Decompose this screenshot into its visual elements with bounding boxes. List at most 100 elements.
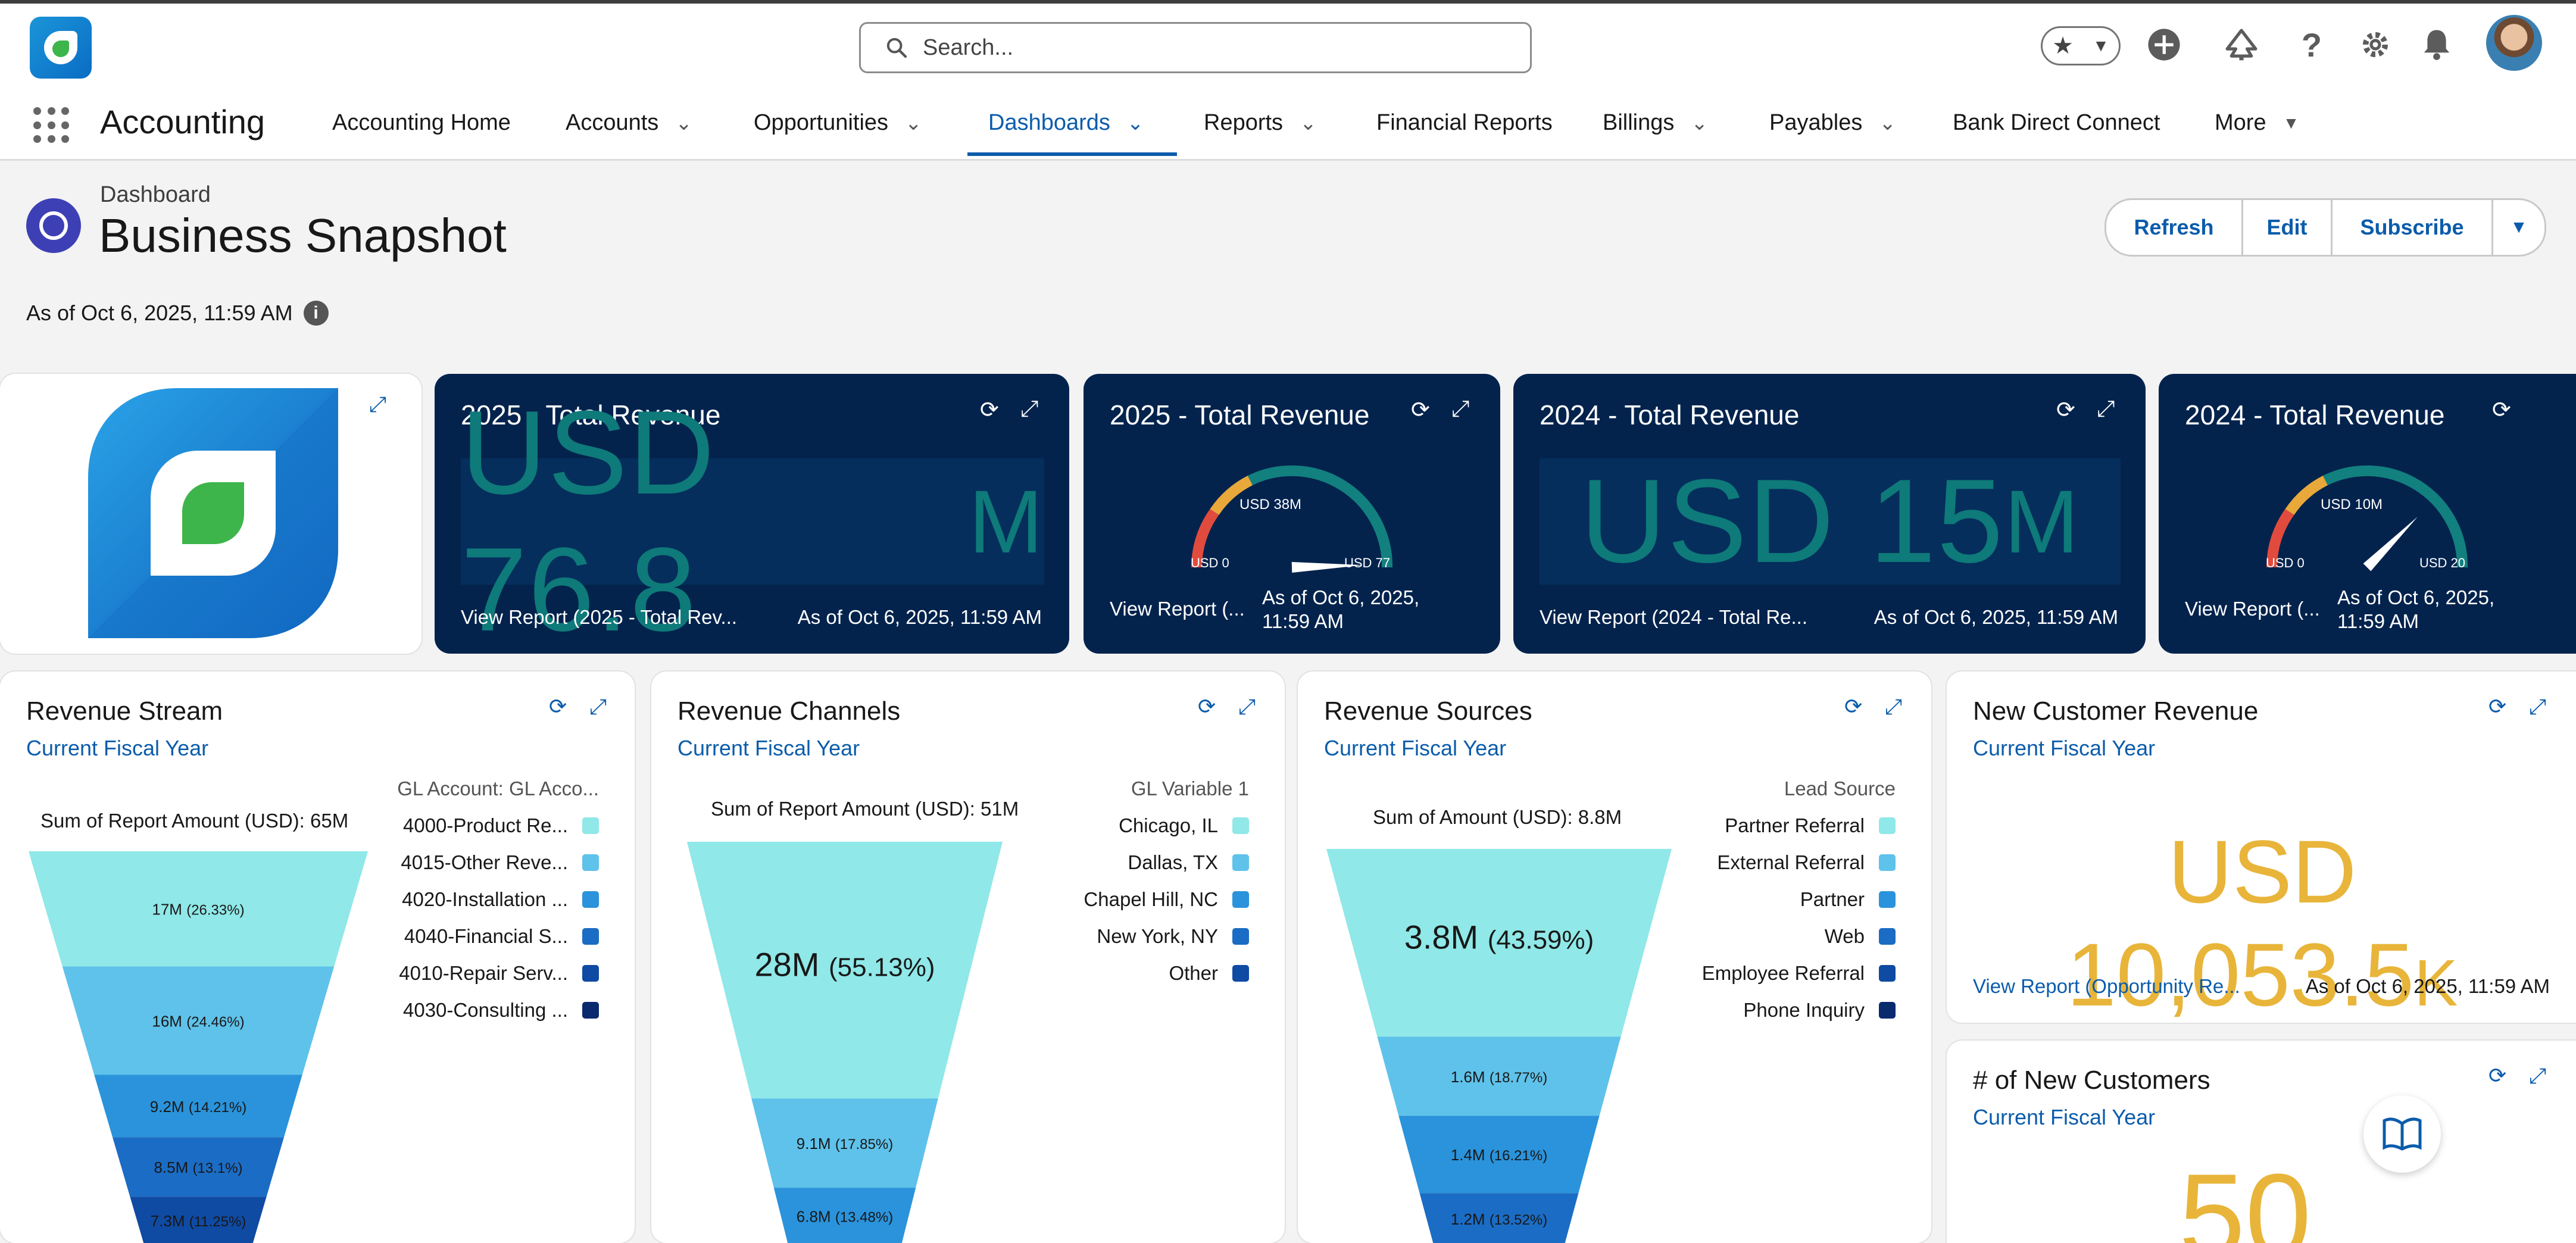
add-icon[interactable] (2143, 24, 2185, 65)
view-report-link[interactable]: View Report (... (1110, 598, 1245, 620)
caret-down-icon[interactable]: ▼ (2283, 113, 2300, 132)
info-icon[interactable]: i (303, 301, 329, 326)
bell-icon[interactable] (2416, 24, 2458, 65)
legend-item[interactable]: External Referral (1717, 851, 1896, 874)
nav-reports[interactable]: Reports ⌄ (1204, 110, 1317, 136)
nav-payables[interactable]: Payables ⌄ (1769, 110, 1896, 136)
book-icon (2383, 1117, 2422, 1151)
refresh-icon[interactable]: ⟳ (549, 694, 567, 719)
nav-accounting-home[interactable]: Accounting Home (332, 110, 511, 136)
card-subtitle[interactable]: Current Fiscal Year (26, 736, 209, 760)
nav-financial-reports[interactable]: Financial Reports (1376, 110, 1553, 136)
favorites-button[interactable]: ★ ▼ (2041, 26, 2121, 65)
funnel-segment[interactable] (1326, 849, 1672, 1037)
legend-item[interactable]: 4010-Repair Serv... (399, 962, 599, 985)
nav-bank-direct-connect[interactable]: Bank Direct Connect (1953, 110, 2160, 136)
legend-item[interactable]: 4000-Product Re... (403, 814, 599, 837)
chevron-down-icon[interactable]: ⌄ (1879, 111, 1896, 135)
view-report-link[interactable]: View Report (Opportunity Re... (1973, 975, 2240, 997)
help-book-button[interactable] (2363, 1095, 2441, 1173)
legend-item[interactable]: New York, NY (1097, 925, 1249, 948)
card-timestamp: As of Oct 6, 2025, 11:59 AM (2305, 975, 2550, 997)
gauge-max-label: USD 20 (2419, 555, 2465, 570)
chevron-down-icon[interactable]: ⌄ (905, 111, 922, 135)
search-box[interactable]: Search... (859, 22, 1532, 73)
chevron-down-icon[interactable]: ⌄ (1126, 111, 1144, 135)
edit-button[interactable]: Edit (2243, 200, 2333, 255)
funnel-segment[interactable] (773, 1188, 916, 1243)
expand-icon[interactable]: ⤢ (1020, 396, 1039, 421)
legend-item[interactable]: Phone Inquiry (1743, 999, 1896, 1022)
view-report-link[interactable]: View Report (2025 - Total Rev... (461, 606, 738, 628)
gear-icon[interactable] (2355, 24, 2396, 65)
nav-label: Reports (1204, 110, 1284, 135)
search-icon (886, 38, 907, 58)
legend-item[interactable]: Partner (1800, 888, 1896, 911)
legend-item-label: Phone Inquiry (1743, 999, 1865, 1021)
legend-item[interactable]: 4030-Consulting ... (403, 999, 599, 1022)
refresh-button[interactable]: Refresh (2106, 200, 2243, 255)
trailhead-icon[interactable] (2221, 24, 2262, 65)
expand-icon[interactable]: ⤢ (589, 694, 607, 719)
nav-accounts[interactable]: Accounts ⌄ (566, 110, 692, 136)
legend-item[interactable]: Chapel Hill, NC (1084, 888, 1249, 911)
refresh-icon[interactable]: ⟳ (1411, 398, 1430, 423)
chevron-down-icon[interactable]: ⌄ (1300, 111, 1317, 135)
legend-item[interactable]: Dallas, TX (1128, 851, 1249, 874)
card-subtitle[interactable]: Current Fiscal Year (1973, 736, 2156, 760)
legend-item-label: Chapel Hill, NC (1084, 888, 1218, 910)
view-report-link[interactable]: View Report (... (2185, 598, 2320, 620)
funnel-segment[interactable] (130, 1197, 267, 1243)
funnel-segment[interactable] (687, 842, 1003, 1099)
funnel-segment[interactable] (1398, 1116, 1600, 1194)
funnel-segment[interactable] (29, 851, 368, 967)
as-of-timestamp: As of Oct 6, 2025, 11:59 AM i (26, 301, 329, 326)
refresh-icon[interactable]: ⟳ (2056, 398, 2075, 423)
expand-icon[interactable]: ⤢ (1885, 694, 1902, 719)
nav-opportunities[interactable]: Opportunities ⌄ (754, 110, 922, 136)
dashboard-actions: Refresh Edit Subscribe ▼ (2104, 198, 2546, 257)
funnel-segment[interactable] (94, 1075, 302, 1138)
funnel-segment[interactable] (113, 1137, 284, 1197)
expand-icon[interactable]: ⤢ (369, 392, 386, 416)
nav-more[interactable]: More ▼ (2215, 110, 2299, 136)
refresh-icon[interactable]: ⟳ (1844, 694, 1863, 719)
view-report-link[interactable]: View Report (2024 - Total Re... (1540, 606, 1808, 628)
help-icon[interactable]: ? (2301, 26, 2322, 64)
refresh-icon[interactable]: ⟳ (1198, 694, 1216, 719)
legend-item[interactable]: Other (1169, 962, 1249, 985)
funnel-segment[interactable] (1377, 1036, 1621, 1116)
legend-item[interactable]: 4020-Installation ... (402, 888, 599, 911)
more-actions-button[interactable]: ▼ (2493, 200, 2544, 255)
refresh-icon[interactable]: ⟳ (980, 398, 999, 423)
legend-item[interactable]: Web (1825, 925, 1896, 948)
card-subtitle[interactable]: Current Fiscal Year (1973, 1105, 2156, 1129)
refresh-icon[interactable]: ⟳ (2488, 1063, 2507, 1088)
funnel-segment[interactable] (751, 1098, 938, 1188)
funnel-segment[interactable] (62, 966, 335, 1075)
nav-billings[interactable]: Billings ⌄ (1603, 110, 1708, 136)
card-subtitle[interactable]: Current Fiscal Year (1324, 736, 1507, 760)
funnel-segment[interactable] (1419, 1193, 1579, 1243)
chevron-down-icon[interactable]: ⌄ (1691, 111, 1708, 135)
nav-dashboards[interactable]: Dashboards ⌄ (988, 110, 1144, 136)
legend-item[interactable]: 4040-Financial S... (404, 925, 599, 948)
legend-item[interactable]: Chicago, IL (1119, 814, 1249, 837)
subscribe-button[interactable]: Subscribe (2333, 200, 2493, 255)
expand-icon[interactable]: ⤢ (2529, 1063, 2546, 1088)
refresh-icon[interactable]: ⟳ (2492, 398, 2511, 423)
refresh-icon[interactable]: ⟳ (2488, 694, 2507, 719)
expand-icon[interactable]: ⤢ (1238, 694, 1256, 719)
chevron-down-icon[interactable]: ⌄ (675, 111, 692, 135)
card-subtitle[interactable]: Current Fiscal Year (677, 736, 860, 760)
legend-item[interactable]: Partner Referral (1725, 814, 1896, 837)
app-logo[interactable] (30, 17, 92, 79)
legend-item[interactable]: Employee Referral (1702, 962, 1896, 985)
expand-icon[interactable]: ⤢ (2529, 694, 2546, 719)
app-launcher-icon[interactable] (33, 107, 70, 144)
legend-item[interactable]: 4015-Other Reve... (401, 851, 599, 874)
expand-icon[interactable]: ⤢ (2096, 396, 2115, 421)
expand-icon[interactable]: ⤢ (1451, 396, 1470, 421)
avatar[interactable] (2486, 15, 2542, 71)
breadcrumb: Dashboard (100, 182, 211, 207)
